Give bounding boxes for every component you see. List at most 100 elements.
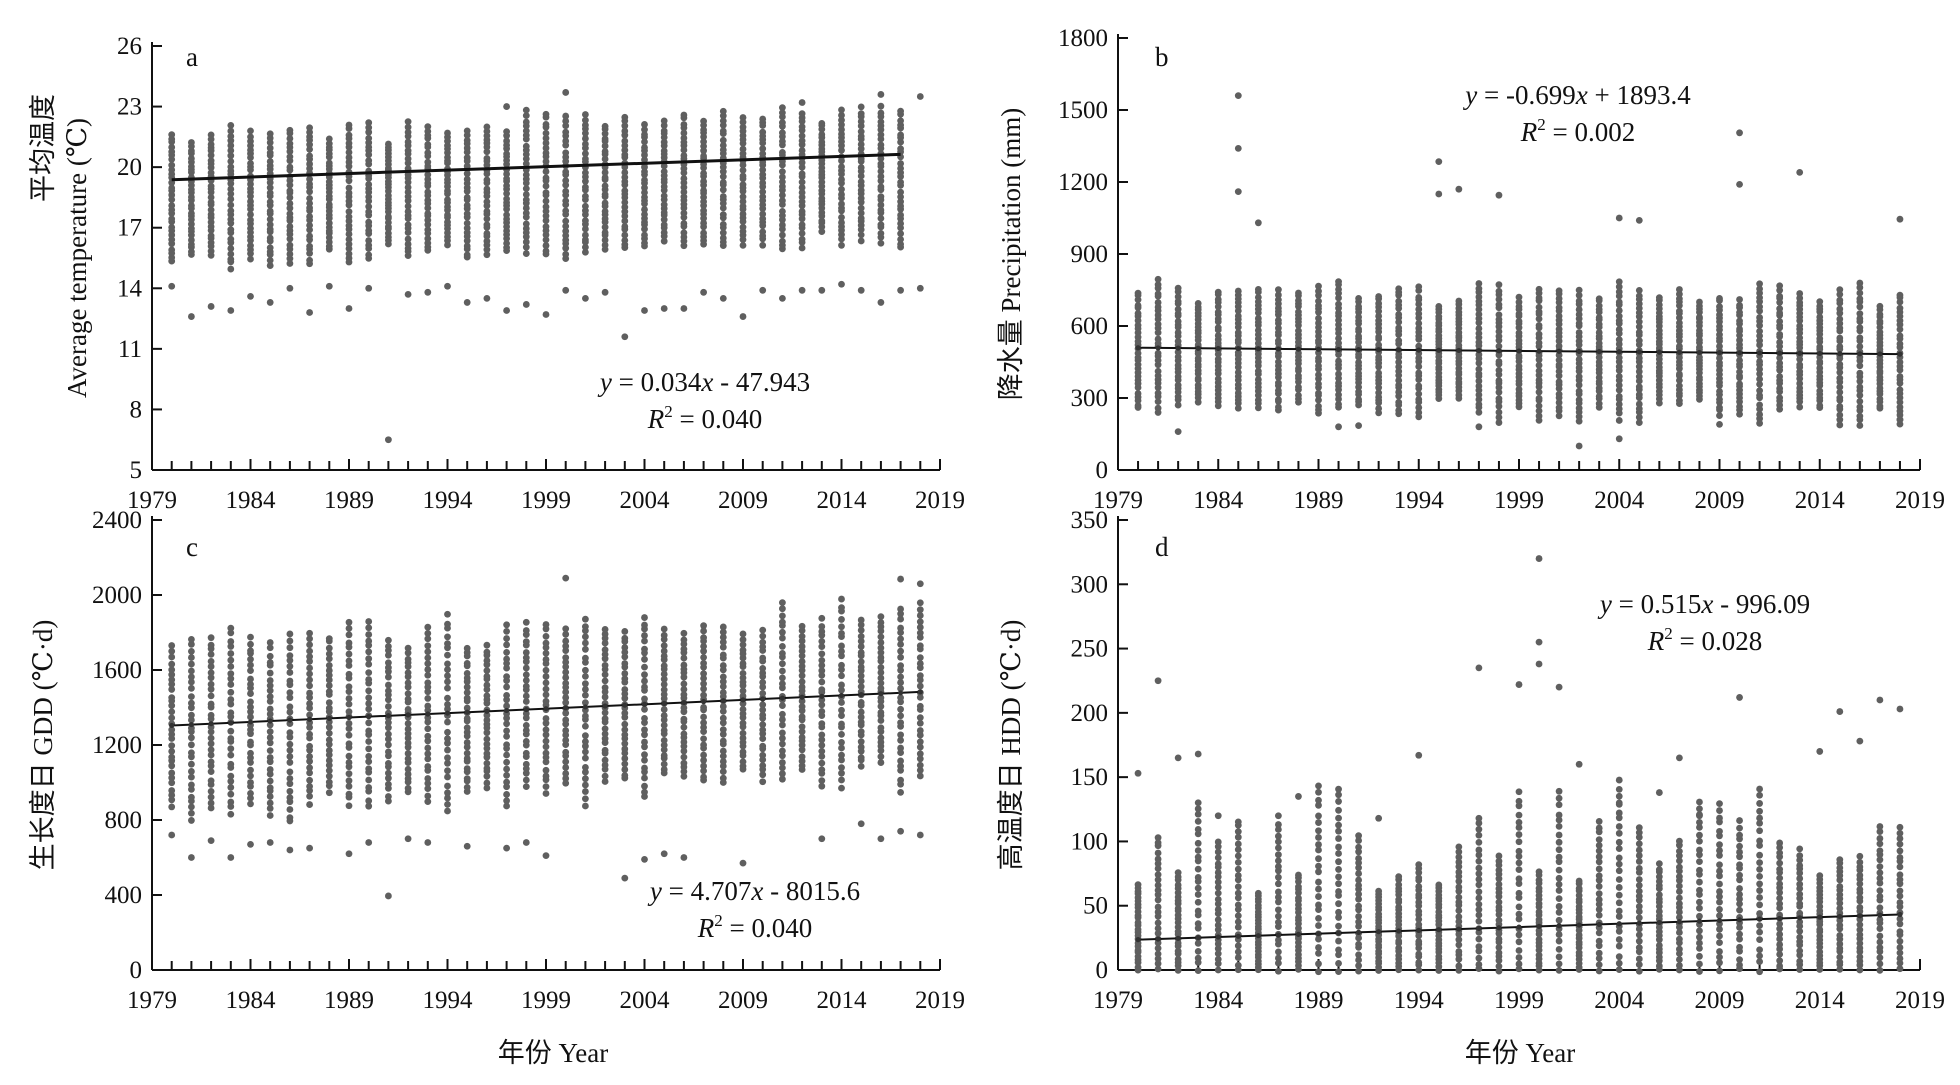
data-point [444, 701, 451, 708]
data-point [877, 167, 885, 175]
data-point [266, 215, 274, 223]
data-point [306, 753, 313, 760]
data-point-outlier [1896, 705, 1904, 713]
data-point [1896, 854, 1904, 861]
data-point-outlier [660, 850, 668, 858]
data-point [680, 134, 688, 142]
data-point [641, 738, 648, 746]
data-point [1876, 887, 1884, 895]
data-point [818, 637, 826, 645]
data-point [857, 118, 865, 125]
data-point [542, 749, 550, 757]
data-point [444, 782, 451, 790]
data-point [1194, 874, 1202, 881]
data-point-outlier [266, 839, 274, 846]
data-point [838, 163, 845, 171]
panel-letter: d [1155, 532, 1169, 562]
data-point [1595, 295, 1603, 303]
data-point [306, 700, 313, 707]
data-point [542, 236, 550, 244]
data-point [1395, 363, 1403, 371]
data-point [227, 681, 235, 688]
data-point [1555, 895, 1563, 903]
trend-marker [1797, 350, 1803, 356]
trend-marker [1596, 349, 1602, 355]
data-point [542, 134, 550, 142]
data-point [1355, 902, 1362, 910]
data-point [1655, 866, 1663, 873]
data-point [798, 184, 806, 191]
data-point [444, 789, 451, 797]
data-point [1214, 324, 1222, 332]
data-point [227, 142, 235, 149]
data-point [582, 680, 589, 688]
data-point [680, 759, 688, 767]
trend-marker [1356, 346, 1362, 353]
data-point [719, 107, 727, 115]
data-point [1756, 827, 1763, 835]
data-point [582, 712, 589, 720]
data-point [1275, 379, 1282, 387]
data-point-outlier [759, 286, 767, 294]
data-point-outlier [266, 299, 274, 306]
data-point [700, 138, 707, 146]
y-tick-label: 17 [117, 215, 142, 242]
data-point [1756, 401, 1763, 409]
trend-marker [1175, 935, 1181, 941]
data-point [1515, 831, 1523, 838]
data-point-outlier [562, 89, 570, 96]
data-point [601, 756, 609, 764]
data-point [582, 754, 589, 762]
data-point [345, 208, 353, 216]
data-point [1836, 334, 1844, 342]
data-point [739, 181, 747, 189]
data-point [1555, 880, 1563, 888]
data-point [247, 675, 254, 683]
data-point [1295, 297, 1302, 304]
data-point [1455, 843, 1463, 851]
x-tick-label: 1984 [226, 487, 277, 514]
data-point [1395, 311, 1403, 318]
data-point [483, 198, 491, 206]
data-point [345, 618, 353, 626]
data-point [522, 160, 530, 168]
data-point [562, 128, 570, 136]
data-point [1355, 325, 1362, 333]
data-point [1595, 967, 1603, 975]
data-point [719, 229, 727, 237]
data-point [719, 714, 727, 722]
data-point [1234, 840, 1242, 848]
data-point [1716, 303, 1723, 311]
data-point [1254, 315, 1262, 322]
data-point [838, 739, 845, 746]
data-point [188, 673, 195, 681]
data-point [1615, 838, 1623, 846]
data-point [1495, 281, 1503, 289]
data-point [227, 810, 235, 818]
data-point [1736, 930, 1743, 938]
data-point [1515, 889, 1523, 897]
trend-marker [641, 701, 648, 707]
data-point [1315, 782, 1322, 790]
data-point [1615, 298, 1623, 306]
scatter-points [1134, 92, 1904, 450]
data-point [798, 235, 806, 243]
trend-marker [1616, 349, 1622, 355]
data-point-outlier [857, 820, 865, 828]
data-point [483, 230, 491, 237]
data-point [1395, 381, 1403, 389]
data-point [1615, 907, 1623, 915]
data-point [1495, 395, 1503, 403]
data-point-outlier [463, 842, 471, 850]
data-point-outlier [1575, 442, 1583, 450]
data-point [641, 671, 648, 679]
data-point [1335, 937, 1342, 945]
data-point [424, 630, 432, 637]
data-point [1335, 294, 1342, 302]
data-point [483, 185, 491, 193]
data-point [582, 121, 589, 129]
data-point [916, 727, 924, 734]
data-point [522, 225, 530, 232]
data-point [1836, 931, 1844, 939]
